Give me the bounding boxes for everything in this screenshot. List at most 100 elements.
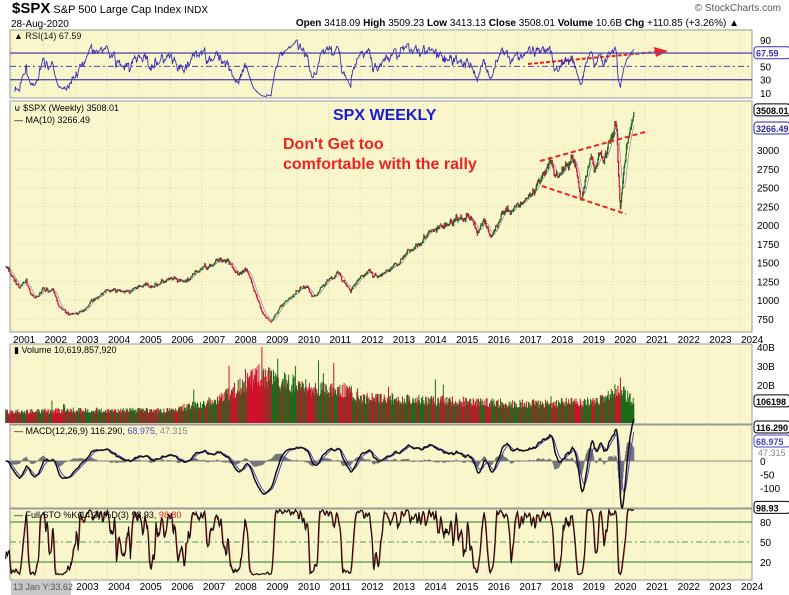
x-tick-top: 2018 bbox=[551, 335, 574, 346]
volume-y-tick: 40B bbox=[757, 343, 775, 354]
panel-macd bbox=[9, 424, 753, 509]
x-tick-bottom: 2008 bbox=[235, 582, 258, 593]
quote-label: High bbox=[363, 18, 389, 29]
symbol: $SPX bbox=[12, 0, 51, 17]
x-tick-top: 2024 bbox=[741, 335, 764, 346]
arrow-head-icon bbox=[654, 47, 668, 57]
x-tick-top: 2017 bbox=[519, 335, 542, 346]
x-tick-bottom: 2004 bbox=[108, 582, 131, 593]
x-tick-top: 2009 bbox=[266, 335, 289, 346]
ma10-line bbox=[5, 125, 635, 321]
x-tick-bottom: 2018 bbox=[551, 582, 574, 593]
ma-last-value: 3266.49 bbox=[756, 124, 789, 134]
upper-trendline bbox=[539, 131, 646, 162]
quote-value: 3509.23 bbox=[388, 18, 428, 29]
sto-y-tick: 20 bbox=[760, 558, 772, 569]
x-tick-top: 2005 bbox=[140, 335, 163, 346]
annotation-line1: Don't Get too bbox=[283, 136, 384, 153]
x-tick-bottom: 2024 bbox=[741, 582, 764, 593]
x-tick-bottom: 2023 bbox=[709, 582, 732, 593]
macd-last-value-box bbox=[753, 420, 789, 434]
x-tick-bottom: 2016 bbox=[488, 582, 511, 593]
price-legend: ⊍ $SPX (Weekly) 3508.01 bbox=[14, 103, 119, 113]
sto-last-value: 98.93 bbox=[756, 503, 779, 513]
quote-value: 3418.09 bbox=[324, 18, 364, 29]
volume-y-tick: 30B bbox=[757, 362, 775, 373]
x-tick-top: 2016 bbox=[488, 335, 511, 346]
macd-hist-value: 47.315 bbox=[758, 448, 786, 458]
volume-legend: ▮ Volume 10,619,857,920 bbox=[14, 345, 117, 355]
x-tick-top: 2019 bbox=[583, 335, 606, 346]
rsi-legend: ▲ RSI(14) 67.59 bbox=[14, 31, 81, 41]
rsi-line bbox=[14, 39, 635, 98]
annotation-title: SPX WEEKLY bbox=[333, 107, 437, 124]
quote-value: 3413.13 bbox=[449, 18, 489, 29]
ma-last-value-box bbox=[753, 121, 789, 135]
macd-signal-value-box bbox=[753, 434, 789, 448]
sto-y-tick: 80 bbox=[760, 518, 772, 529]
x-tick-bottom: 2003 bbox=[76, 582, 99, 593]
x-tick-bottom: 2012 bbox=[361, 582, 384, 593]
quote-label: Volume bbox=[557, 18, 596, 29]
lower-trendline bbox=[541, 185, 627, 215]
x-tick-bottom: 2014 bbox=[424, 582, 447, 593]
x-tick-bottom: 2017 bbox=[519, 582, 542, 593]
x-tick-top: 2002 bbox=[45, 335, 68, 346]
x-tick-bottom: 2022 bbox=[678, 582, 701, 593]
x-tick-top: 2021 bbox=[646, 335, 669, 346]
rsi-y-tick: 10 bbox=[760, 89, 772, 100]
annotation-line2: comfortable with the rally bbox=[283, 156, 477, 173]
quote-label: Low bbox=[427, 18, 450, 29]
rsi-last-value: 67.59 bbox=[756, 49, 779, 59]
x-tick-bottom: 2006 bbox=[171, 582, 194, 593]
x-tick-top: 2007 bbox=[203, 335, 226, 346]
x-tick-bottom: 2010 bbox=[298, 582, 321, 593]
rsi-last-value-box bbox=[753, 46, 789, 60]
price-y-tick: 2750 bbox=[757, 165, 780, 176]
price-last-value-box bbox=[753, 103, 789, 117]
macd-legend: — MACD(12,26,9) 116.290, 68.975, 47.315 bbox=[14, 426, 187, 436]
quote-label: Close bbox=[488, 18, 519, 29]
x-tick-bottom: 2011 bbox=[330, 582, 352, 593]
x-tick-bottom: 2009 bbox=[266, 582, 289, 593]
rsi-divergence-line bbox=[527, 51, 656, 65]
x-tick-top: 2003 bbox=[76, 335, 99, 346]
sto-y-tick: 50 bbox=[760, 538, 772, 549]
price-y-tick: 1000 bbox=[757, 296, 780, 307]
quote-label: Open bbox=[295, 18, 325, 29]
date-label: 28-Aug-2020 bbox=[11, 19, 69, 30]
x-tick-bottom: 2007 bbox=[203, 582, 226, 593]
index-name: S&P 500 Large Cap Index bbox=[53, 4, 182, 16]
quote-label: Chg bbox=[624, 18, 647, 29]
x-tick-bottom: 2019 bbox=[583, 582, 606, 593]
price-y-tick: 2000 bbox=[757, 221, 780, 232]
x-tick-top: 2004 bbox=[108, 335, 131, 346]
price-y-tick: 3000 bbox=[757, 146, 780, 157]
price-y-tick: 750 bbox=[757, 315, 774, 326]
x-tick-top: 2023 bbox=[709, 335, 732, 346]
x-tick-top: 2008 bbox=[235, 335, 258, 346]
quote-value: +110.85 (+3.26%) ▲ bbox=[647, 18, 739, 29]
sto-last-value-box bbox=[753, 500, 789, 514]
x-tick-bottom: 2015 bbox=[456, 582, 479, 593]
x-tick-top: 2014 bbox=[424, 335, 447, 346]
macd-y-tick: 0 bbox=[760, 457, 766, 468]
macd-signal-value: 68.975 bbox=[756, 437, 784, 447]
rsi-y-tick: 50 bbox=[760, 62, 772, 73]
macd-y-tick: -50 bbox=[760, 471, 775, 482]
x-tick-top: 2001 bbox=[13, 335, 36, 346]
sto-legend: — Full STO %K(14,3) %D(3) 98.93, 98.80 bbox=[14, 510, 181, 520]
volume-last-value: 106198 bbox=[756, 397, 786, 407]
macd-last-value: 116.290 bbox=[756, 423, 788, 433]
sto-k-line bbox=[5, 507, 635, 577]
quote-bar: Open 3418.09 High 3509.23 Low 3413.13 Cl… bbox=[296, 17, 739, 30]
x-tick-top: 2013 bbox=[393, 335, 416, 346]
x-tick-bottom: 2013 bbox=[393, 582, 416, 593]
quote-value: 3508.01 bbox=[518, 18, 558, 29]
price-y-tick: 1750 bbox=[757, 240, 780, 251]
price-y-tick: 1500 bbox=[757, 259, 780, 270]
macd-y-tick: -100 bbox=[760, 484, 780, 495]
watermark: © StockCharts.com bbox=[694, 3, 781, 14]
